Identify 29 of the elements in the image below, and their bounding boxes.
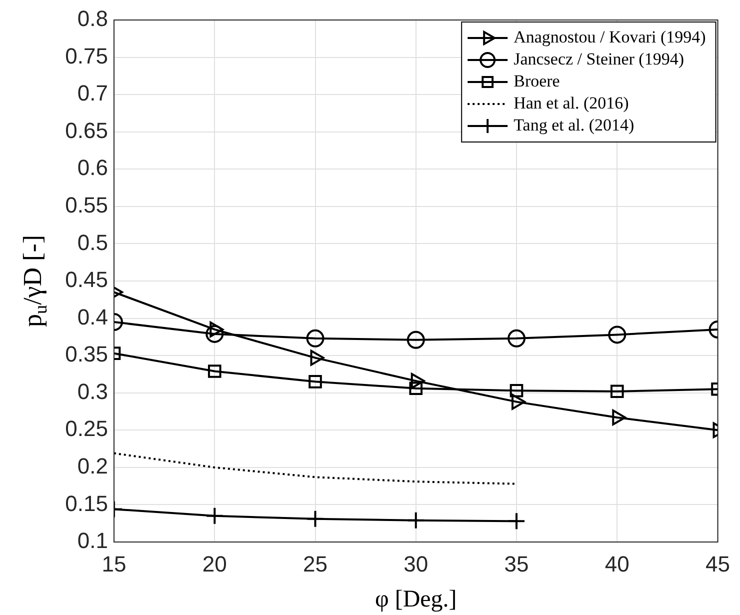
y-tick-label: 0.15 <box>65 490 108 516</box>
legend-label: Anagnostou / Kovari (1994) <box>514 27 706 46</box>
x-tick-label: 35 <box>504 551 529 576</box>
legend-label: Tang et al. (2014) <box>514 115 634 134</box>
y-tick-label: 0.4 <box>77 304 108 330</box>
y-tick-label: 0.75 <box>65 43 108 68</box>
legend-label: Han et al. (2016) <box>514 93 629 112</box>
x-tick-label: 20 <box>202 551 227 576</box>
y-tick-label: 0.3 <box>77 378 108 404</box>
y-tick-label: 0.65 <box>65 118 108 143</box>
y-tick-label: 0.6 <box>77 155 108 180</box>
y-tick-label: 0.2 <box>77 453 108 478</box>
y-tick-label: 0.25 <box>65 416 108 442</box>
y-tick-label: 0.8 <box>77 6 108 32</box>
x-tick-label: 30 <box>404 551 428 576</box>
y-tick-label: 0.1 <box>77 528 108 554</box>
y-tick-label: 0.5 <box>77 230 108 255</box>
x-axis-title: φ [Deg.] <box>374 586 457 612</box>
y-tick-label: 0.35 <box>65 342 108 367</box>
x-tick-label: 40 <box>604 551 630 576</box>
y-axis-title: pu/γD [-] <box>18 234 51 328</box>
y-tick-label: 0.7 <box>77 80 108 106</box>
x-tick-label: 45 <box>706 551 730 576</box>
legend-label: Broere <box>514 71 560 90</box>
y-tick-label: 0.55 <box>65 192 108 218</box>
x-tick-label: 15 <box>102 551 126 576</box>
legend-label: Jancsecz / Steiner (1994) <box>514 49 684 68</box>
y-tick-label: 0.45 <box>65 267 108 292</box>
x-tick-label: 25 <box>303 551 328 576</box>
